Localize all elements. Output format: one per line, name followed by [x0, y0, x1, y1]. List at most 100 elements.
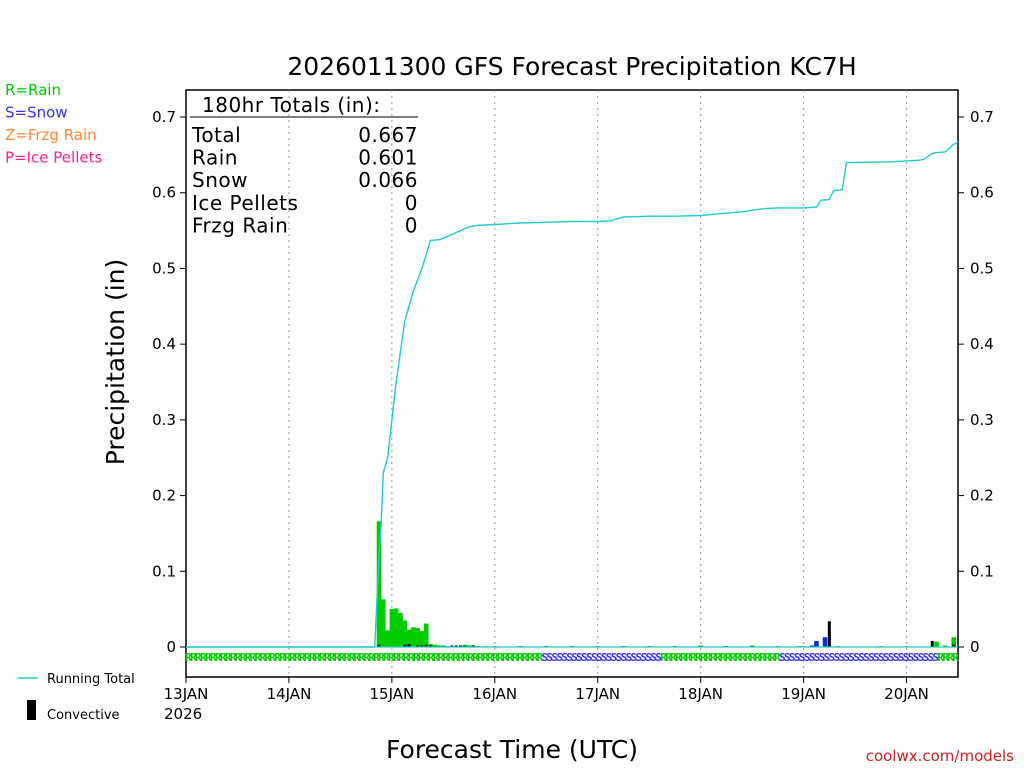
ptype-letter: S	[621, 651, 628, 664]
ptype-legend: R=Rain S=Snow Z=Frzg Rain P=Ice Pellets	[5, 81, 102, 167]
ptype-letter: R	[264, 651, 271, 664]
x-tick-label: 18JAN	[678, 685, 723, 703]
ptype-letter: S	[635, 651, 642, 664]
ptype-letter: R	[438, 651, 445, 664]
precip-bar	[428, 645, 432, 647]
ptype-letter: R	[670, 651, 677, 664]
ptype-letters-row: RRRRRRRRRRRRRRRRRRRRRRRRRRRRRRRRRRRRRRRR…	[185, 651, 959, 664]
ptype-letter: R	[289, 651, 296, 664]
precip-bar	[402, 620, 408, 647]
precip-bar	[406, 629, 412, 647]
precip-bar	[415, 628, 420, 647]
ptype-letter: S	[566, 651, 573, 664]
ptype-letter: R	[279, 651, 286, 664]
y-tick-label-left: 0.5	[152, 259, 176, 277]
plot-frame	[185, 89, 959, 678]
ptype-legend-item: Z=Frzg Rain	[5, 126, 97, 144]
precip-bar	[458, 645, 462, 647]
ptype-letter: S	[551, 651, 558, 664]
precip-bar	[471, 645, 475, 647]
ptype-letter: S	[626, 651, 633, 664]
totals-row-label: Frzg Rain	[192, 213, 288, 237]
ptype-letter: R	[314, 651, 321, 664]
ptype-letter: R	[537, 651, 544, 664]
ptype-letter: R	[309, 651, 316, 664]
ptype-letter: R	[695, 651, 702, 664]
ptype-letter: R	[517, 651, 524, 664]
ptype-letter: S	[794, 651, 801, 664]
ptype-letter: R	[235, 651, 242, 664]
ptype-letter: S	[650, 651, 657, 664]
precip-bar	[454, 645, 458, 647]
ptype-letter: R	[274, 651, 281, 664]
ptype-letter: S	[833, 651, 840, 664]
ptype-letter: R	[403, 651, 410, 664]
ptype-letter: S	[913, 651, 920, 664]
ptype-letter: S	[779, 651, 786, 664]
ptype-legend-item: R=Rain	[5, 81, 61, 99]
ptype-letter: S	[546, 651, 553, 664]
y-axis-title: Precipitation (in)	[101, 259, 130, 466]
y-tick-label-right: 0	[970, 638, 980, 656]
precip-bar	[462, 644, 468, 647]
x-tick-label: 19JAN	[781, 685, 826, 703]
precip-bars	[376, 521, 957, 648]
ptype-letter: R	[388, 651, 395, 664]
y-tick-label-right: 0.6	[970, 184, 994, 202]
ptype-letter: R	[739, 651, 746, 664]
ptype-letter: R	[700, 651, 707, 664]
ptype-letter: R	[665, 651, 672, 664]
ptype-letter: R	[769, 651, 776, 664]
ptype-legend-item: P=Ice Pellets	[5, 149, 102, 167]
ptype-letter: R	[428, 651, 435, 664]
running-total-line	[186, 141, 959, 648]
ptype-letter: S	[611, 651, 618, 664]
ptype-letter: R	[230, 651, 237, 664]
watermark-link[interactable]: coolwx.com/models	[866, 747, 1014, 765]
ptype-letter: S	[645, 651, 652, 664]
ptype-letter: S	[888, 651, 895, 664]
precip-bar	[420, 645, 424, 647]
ptype-letter: R	[334, 651, 341, 664]
totals-row-label: Snow	[192, 168, 248, 192]
ptype-letter: R	[467, 651, 474, 664]
ptype-letter: S	[789, 651, 796, 664]
totals-row-value: 0	[405, 213, 418, 237]
precip-bar	[380, 599, 386, 647]
ptype-letter: S	[814, 651, 821, 664]
ptype-letter: R	[294, 651, 301, 664]
ptype-letter: R	[220, 651, 227, 664]
precip-bar	[423, 623, 429, 647]
ptype-letter: S	[853, 651, 860, 664]
ptype-letter: R	[754, 651, 761, 664]
ptype-letter: R	[185, 651, 192, 664]
ptype-letter: R	[383, 651, 390, 664]
ptype-letter: R	[759, 651, 766, 664]
ptype-letter: S	[640, 651, 647, 664]
precip-bar	[822, 637, 828, 647]
ptype-letter: R	[245, 651, 252, 664]
ptype-letter: R	[418, 651, 425, 664]
ptype-letter: R	[512, 651, 519, 664]
precip-bar	[930, 640, 934, 647]
ptype-letter: R	[690, 651, 697, 664]
y-tick-label-left: 0.3	[152, 411, 176, 429]
ptype-letter: R	[452, 651, 459, 664]
ptype-letter: R	[725, 651, 732, 664]
ptype-letter: R	[393, 651, 400, 664]
precip-bar	[432, 644, 438, 647]
ptype-letter: R	[210, 651, 217, 664]
ptype-letter: R	[259, 651, 266, 664]
precip-bar	[952, 644, 956, 647]
y-tick-label-left: 0	[166, 638, 176, 656]
ptype-letter: S	[858, 651, 865, 664]
x-axis: 13JAN 14JAN 15JAN 16JAN 17JAN 18JAN 19JAN 20JAN…	[164, 677, 929, 723]
ptype-letter: S	[923, 651, 930, 664]
totals-row-label: Rain	[192, 146, 238, 170]
ptype-letter: R	[249, 651, 256, 664]
ptype-letter: R	[952, 651, 959, 664]
ptype-letter: S	[581, 651, 588, 664]
y-tick-label-right: 0.3	[970, 411, 994, 429]
ptype-letter: R	[680, 651, 687, 664]
y-tick-label-left: 0.2	[152, 487, 176, 505]
